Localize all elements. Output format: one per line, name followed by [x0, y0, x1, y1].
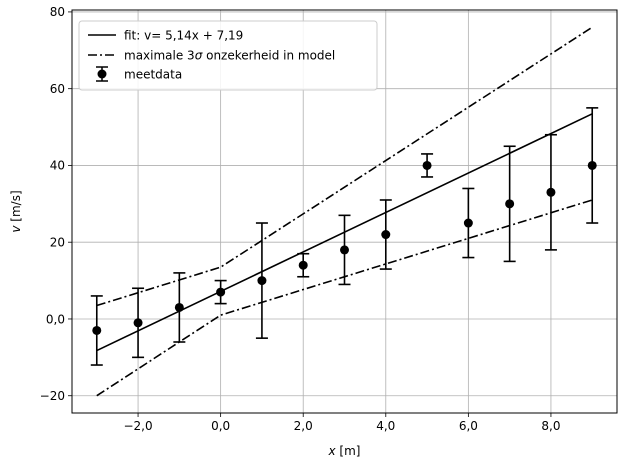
- y-tick-label: 0,0: [46, 312, 65, 326]
- data-point: [90, 295, 103, 366]
- data-marker: [92, 325, 102, 335]
- data-point: [503, 145, 516, 263]
- x-tick-label: 4,0: [376, 419, 395, 433]
- data-marker: [340, 245, 349, 255]
- x-tick-label: 0,0: [211, 419, 230, 433]
- y-tick-label: 60: [50, 82, 65, 96]
- data-marker: [546, 187, 556, 197]
- y-axis-label: v [m/s]: [9, 190, 23, 232]
- legend-data-label: meetdata: [124, 68, 182, 82]
- ticks: −2,0 0,0 2,0 4,0 6,0 8,0 −20 0,0 20 40 60 80: [40, 5, 561, 433]
- data-point: [132, 287, 145, 359]
- y-axis-label-var: v: [9, 225, 23, 233]
- x-tick-label: 2,0: [294, 419, 313, 433]
- y-tick-label: 80: [50, 5, 65, 19]
- legend: fit: v= 5,14x + 7,19 maximale 3σ onzeker…: [78, 20, 378, 91]
- data-marker: [133, 318, 143, 328]
- data-marker: [298, 260, 308, 270]
- data-marker: [422, 160, 432, 170]
- data-point: [462, 187, 475, 259]
- legend-fit-label: fit: v= 5,14x + 7,19: [124, 29, 243, 43]
- series-layer: [90, 26, 599, 397]
- fit-line: [96, 113, 593, 352]
- x-tick-label: −2,0: [123, 419, 152, 433]
- axes-frame: [71, 9, 618, 414]
- y-axis-label-unit: [m/s]: [9, 190, 23, 225]
- data-point: [255, 222, 268, 339]
- x-tick-label: 6,0: [459, 419, 478, 433]
- x-axis-label-var: x: [328, 444, 337, 458]
- x-tick-label: 8,0: [541, 419, 560, 433]
- legend-uncertainty-suffix: onzekerheid in model: [202, 49, 335, 63]
- data-point: [586, 107, 599, 224]
- legend-uncertainty-symbol: σ: [195, 49, 203, 63]
- legend-data-swatch: [96, 66, 108, 82]
- legend-box: [78, 20, 378, 91]
- data-marker: [463, 218, 473, 228]
- data-marker: [257, 276, 267, 286]
- x-axis-label-unit: [m]: [336, 444, 361, 458]
- y-tick-label: 40: [50, 159, 65, 173]
- legend-uncertainty-prefix: maximale 3: [124, 49, 195, 63]
- data-marker: [505, 199, 515, 209]
- data-point: [338, 214, 351, 286]
- data-point: [421, 153, 434, 178]
- data-marker: [587, 160, 597, 170]
- y-tick-label: −20: [40, 389, 65, 403]
- x-axis-label: x [m]: [328, 444, 361, 458]
- data-point: [379, 199, 392, 270]
- y-tick-label: 20: [50, 236, 65, 250]
- data-point: [544, 133, 557, 251]
- legend-uncertainty-label: maximale 3σ onzekerheid in model: [124, 49, 335, 63]
- data-marker: [381, 230, 391, 240]
